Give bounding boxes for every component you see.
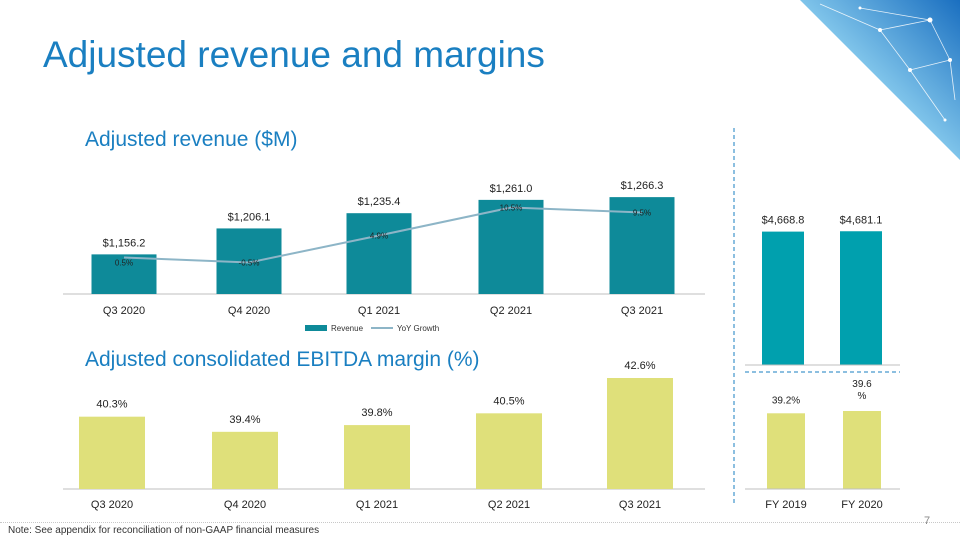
revenue-chart-title: Adjusted revenue ($M) [85, 128, 298, 151]
revenue-bar-label: $1,156.2 [103, 237, 146, 249]
revenue-bar [478, 199, 544, 294]
footer-divider [0, 522, 960, 523]
revenue-bar [346, 213, 412, 294]
ebitda-bar-label: 39.4% [229, 414, 260, 426]
growth-data-label: 0.5% [115, 258, 133, 267]
legend-revenue-swatch [305, 325, 327, 331]
ebitda-x-tick-label: Q2 2021 [488, 499, 530, 511]
ebitda-x-tick-label: Q1 2021 [356, 499, 398, 511]
revenue-x-tick-label: Q3 2021 [621, 305, 663, 317]
ebitda-bar [212, 431, 278, 489]
growth-data-label: -0.5% [239, 259, 260, 268]
ebitda-bar [476, 413, 542, 489]
fy-ebitda-bar [767, 413, 805, 489]
revenue-x-tick-label: Q3 2020 [103, 305, 145, 317]
ebitda-chart-title: Adjusted consolidated EBITDA margin (%) [85, 348, 480, 371]
revenue-bar-label: $1,235.4 [358, 196, 401, 208]
fy-revenue-bar [762, 231, 804, 365]
fy-ebitda-x-tick-label: FY 2020 [841, 499, 882, 511]
fy-revenue-bar-label: $4,668.8 [762, 215, 805, 227]
footnote: Note: See appendix for reconciliation of… [8, 525, 320, 536]
revenue-bar-label: $1,261.0 [490, 183, 533, 195]
network-graphic-icon [800, 0, 960, 160]
revenue-x-tick-label: Q4 2020 [228, 305, 270, 317]
ebitda-bar [79, 416, 145, 489]
ebitda-bar-label: 39.8% [361, 407, 392, 419]
revenue-bar [609, 197, 675, 294]
ebitda-x-tick-label: Q4 2020 [224, 499, 266, 511]
fy-revenue-bar-label: $4,681.1 [840, 214, 883, 226]
growth-data-label: 9.5% [633, 209, 651, 218]
revenue-x-tick-label: Q2 2021 [490, 305, 532, 317]
revenue-bar-label: $1,206.1 [228, 211, 271, 223]
growth-line [123, 206, 643, 264]
fy-ebitda-x-tick-label: FY 2019 [765, 499, 806, 511]
ebitda-bar-label: 40.5% [493, 395, 524, 407]
growth-data-label: 10.5% [500, 204, 523, 213]
growth-data-label: 4.9% [370, 232, 388, 241]
ebitda-bar [607, 378, 673, 489]
fy-ebitda-bar-label: 39.6% [852, 379, 872, 402]
revenue-bar [91, 254, 157, 294]
legend-revenue-label: Revenue [331, 324, 364, 333]
ebitda-x-tick-label: Q3 2021 [619, 499, 661, 511]
revenue-x-tick-label: Q1 2021 [358, 305, 400, 317]
fy-revenue-bar [840, 231, 882, 365]
page-number: 7 [924, 515, 931, 527]
ebitda-bar-label: 42.6% [624, 360, 655, 372]
legend-growth-label: YoY Growth [397, 324, 439, 333]
fy-ebitda-bar [843, 411, 881, 489]
ebitda-x-tick-label: Q3 2020 [91, 499, 133, 511]
slide-title: Adjusted revenue and margins [43, 34, 545, 75]
fy-ebitda-bar-label: 39.2% [772, 395, 800, 406]
revenue-bar-label: $1,266.3 [621, 180, 664, 192]
ebitda-bar [344, 425, 410, 489]
ebitda-bar-label: 40.3% [96, 399, 127, 411]
